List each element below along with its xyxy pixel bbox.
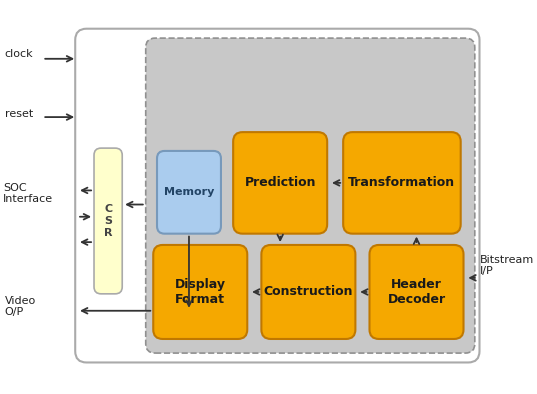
Text: reset: reset [5,109,33,119]
Text: SOC
Interface: SOC Interface [3,183,53,204]
Text: Video
O/P: Video O/P [5,296,36,317]
Text: Header
Decoder: Header Decoder [387,278,446,306]
FancyBboxPatch shape [343,132,461,234]
FancyBboxPatch shape [75,29,480,362]
Text: Display
Format: Display Format [175,278,226,306]
FancyBboxPatch shape [94,148,122,294]
Text: clock: clock [5,49,33,59]
FancyBboxPatch shape [262,245,355,339]
FancyBboxPatch shape [233,132,327,234]
FancyBboxPatch shape [369,245,463,339]
Text: Bitstream
I/P: Bitstream I/P [480,255,534,277]
FancyBboxPatch shape [153,245,247,339]
FancyBboxPatch shape [146,38,475,353]
Text: Construction: Construction [264,286,353,299]
Text: Memory: Memory [164,187,214,197]
Text: Transformation: Transformation [349,177,455,190]
Text: Prediction: Prediction [244,177,316,190]
FancyBboxPatch shape [157,151,221,234]
Text: C
S
R: C S R [104,204,112,238]
